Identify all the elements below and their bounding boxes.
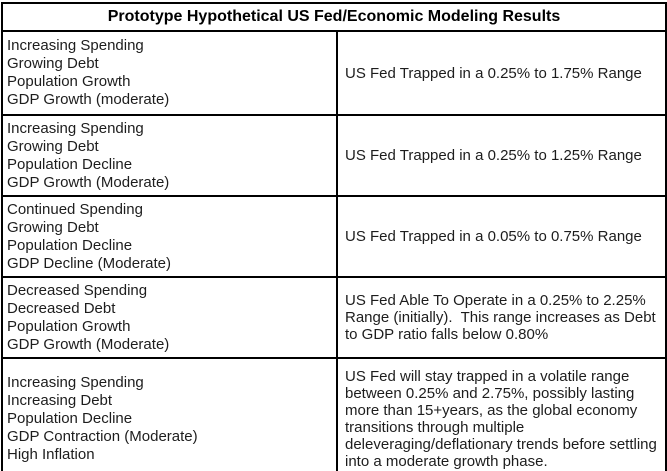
conditions-cell: Increasing Spending Growing Debt Populat… (1, 30, 338, 116)
result-cell: US Fed Trapped in a 0.25% to 1.25% Range (336, 114, 667, 197)
table-row: Increasing Spending Increasing Debt Popu… (1, 357, 667, 471)
conditions-cell: Increasing Spending Growing Debt Populat… (1, 114, 338, 197)
conditions-cell: Continued Spending Growing Debt Populati… (1, 195, 338, 278)
table-row: Increasing Spending Growing Debt Populat… (1, 114, 667, 197)
table-row: Increasing Spending Growing Debt Populat… (1, 30, 667, 116)
result-cell: US Fed Trapped in a 0.25% to 1.75% Range (336, 30, 667, 116)
title-row: Prototype Hypothetical US Fed/Economic M… (1, 2, 667, 32)
result-cell: US Fed Able To Operate in a 0.25% to 2.2… (336, 276, 667, 359)
result-cell: US Fed will stay trapped in a volatile r… (336, 357, 667, 471)
conditions-cell: Increasing Spending Increasing Debt Popu… (1, 357, 338, 471)
table-row: Continued Spending Growing Debt Populati… (1, 195, 667, 278)
conditions-cell: Decreased Spending Decreased Debt Popula… (1, 276, 338, 359)
result-cell: US Fed Trapped in a 0.05% to 0.75% Range (336, 195, 667, 278)
table-row: Decreased Spending Decreased Debt Popula… (1, 276, 667, 359)
table-title: Prototype Hypothetical US Fed/Economic M… (1, 2, 667, 32)
